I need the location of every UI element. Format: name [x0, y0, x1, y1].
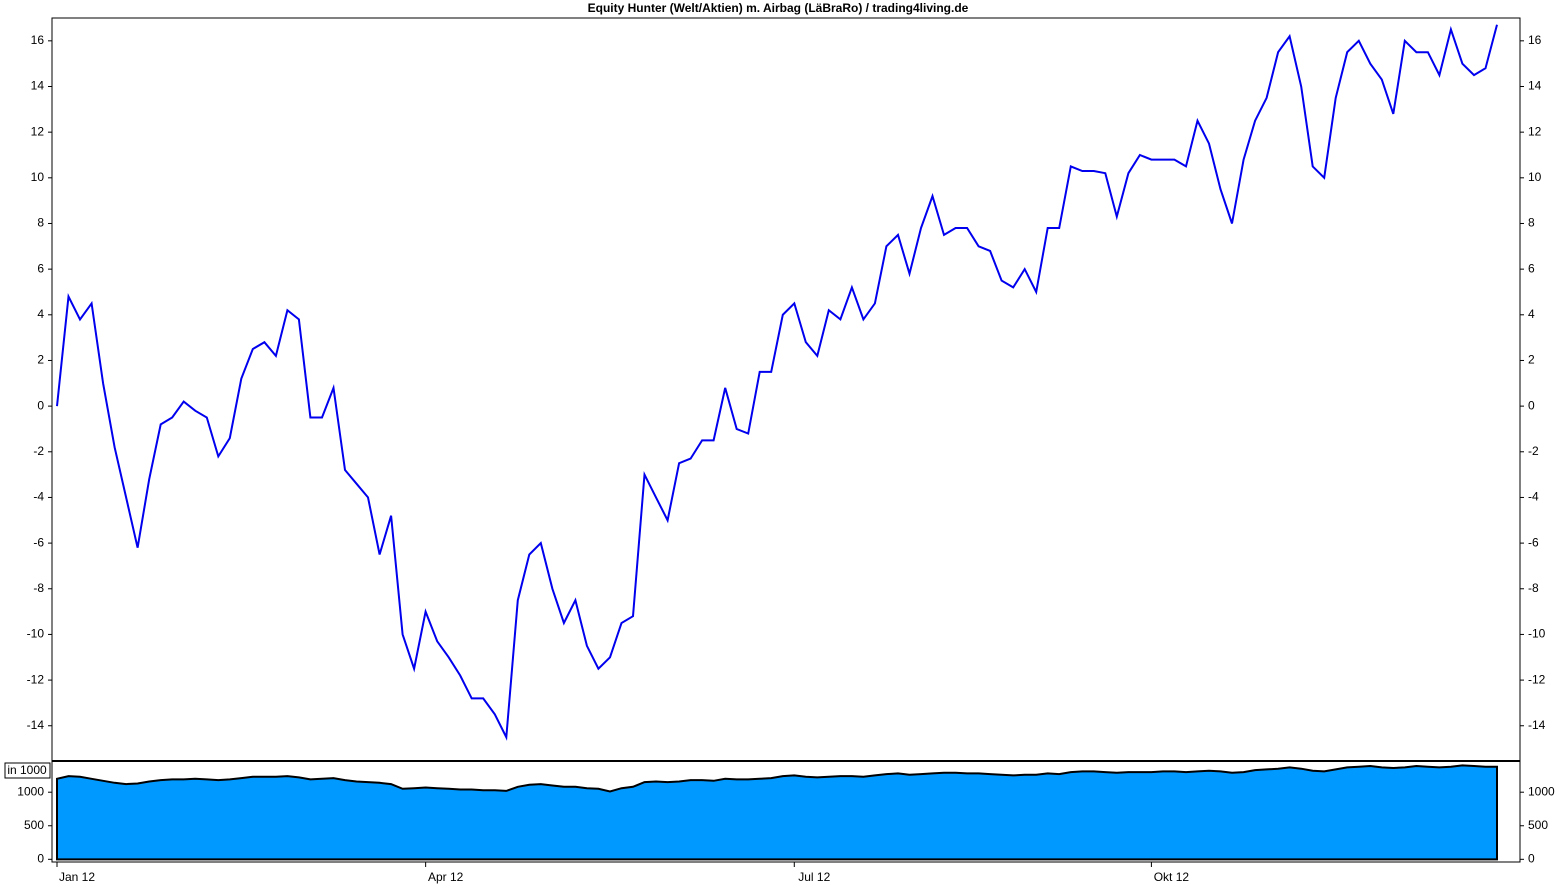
y-tick-label: -12 [27, 672, 45, 686]
y-tick-label-right: 2 [1528, 353, 1535, 367]
y-tick-label: 1000 [17, 784, 44, 798]
y-tick-label: 500 [24, 818, 44, 832]
y-tick-label: 2 [37, 353, 44, 367]
y-tick-label-right: 8 [1528, 216, 1535, 230]
y-tick-label: 0 [37, 398, 44, 412]
y-tick-label: -10 [27, 627, 45, 641]
y-tick-label: 12 [31, 124, 45, 138]
y-tick-label: 6 [37, 261, 44, 275]
y-tick-label-right: -10 [1528, 627, 1546, 641]
y-tick-label: 0 [37, 851, 44, 865]
y-tick-label-right: -14 [1528, 718, 1546, 732]
y-tick-label-right: 14 [1528, 79, 1542, 93]
y-tick-label: 4 [37, 307, 44, 321]
y-tick-label-right: 10 [1528, 170, 1542, 184]
line-series [56, 24, 1498, 741]
y-tick-label: 8 [37, 216, 44, 230]
area-series [56, 764, 1498, 861]
x-tick-label: Jul 12 [798, 870, 830, 884]
y-tick-label: -14 [27, 718, 45, 732]
y-tick-label: 14 [31, 79, 45, 93]
y-tick-label-right: 500 [1528, 818, 1548, 832]
ylabel-box [4, 762, 51, 779]
y-tick-label-right: 1000 [1528, 784, 1555, 798]
y-tick-label: -4 [33, 490, 44, 504]
y-tick-label: -2 [33, 444, 44, 458]
y-tick-label-right: 16 [1528, 33, 1542, 47]
y-tick-label-right: -4 [1528, 490, 1539, 504]
y-tick-label-right: -12 [1528, 672, 1546, 686]
y-tick-label-right: 4 [1528, 307, 1535, 321]
chart-title: Equity Hunter (Welt/Aktien) m. Airbag (L… [588, 1, 969, 15]
y-tick-label-right: 0 [1528, 851, 1535, 865]
y-tick-label-right: 12 [1528, 124, 1542, 138]
y-tick-label: -8 [33, 581, 44, 595]
plot-frame [51, 17, 1521, 863]
y-tick-label: 10 [31, 170, 45, 184]
y-tick-label-right: -2 [1528, 444, 1539, 458]
y-tick-label-right: 6 [1528, 261, 1535, 275]
y-tick-label-right: -6 [1528, 535, 1539, 549]
x-tick-label: Jan 12 [59, 870, 95, 884]
y-tick-label-right: -8 [1528, 581, 1539, 595]
y-axis-label: in 1000 [7, 763, 47, 777]
x-tick-label: Okt 12 [1154, 870, 1190, 884]
y-tick-label: 16 [31, 33, 45, 47]
y-tick-label-right: 0 [1528, 398, 1535, 412]
x-tick-label: Apr 12 [428, 870, 464, 884]
y-tick-label: -6 [33, 535, 44, 549]
